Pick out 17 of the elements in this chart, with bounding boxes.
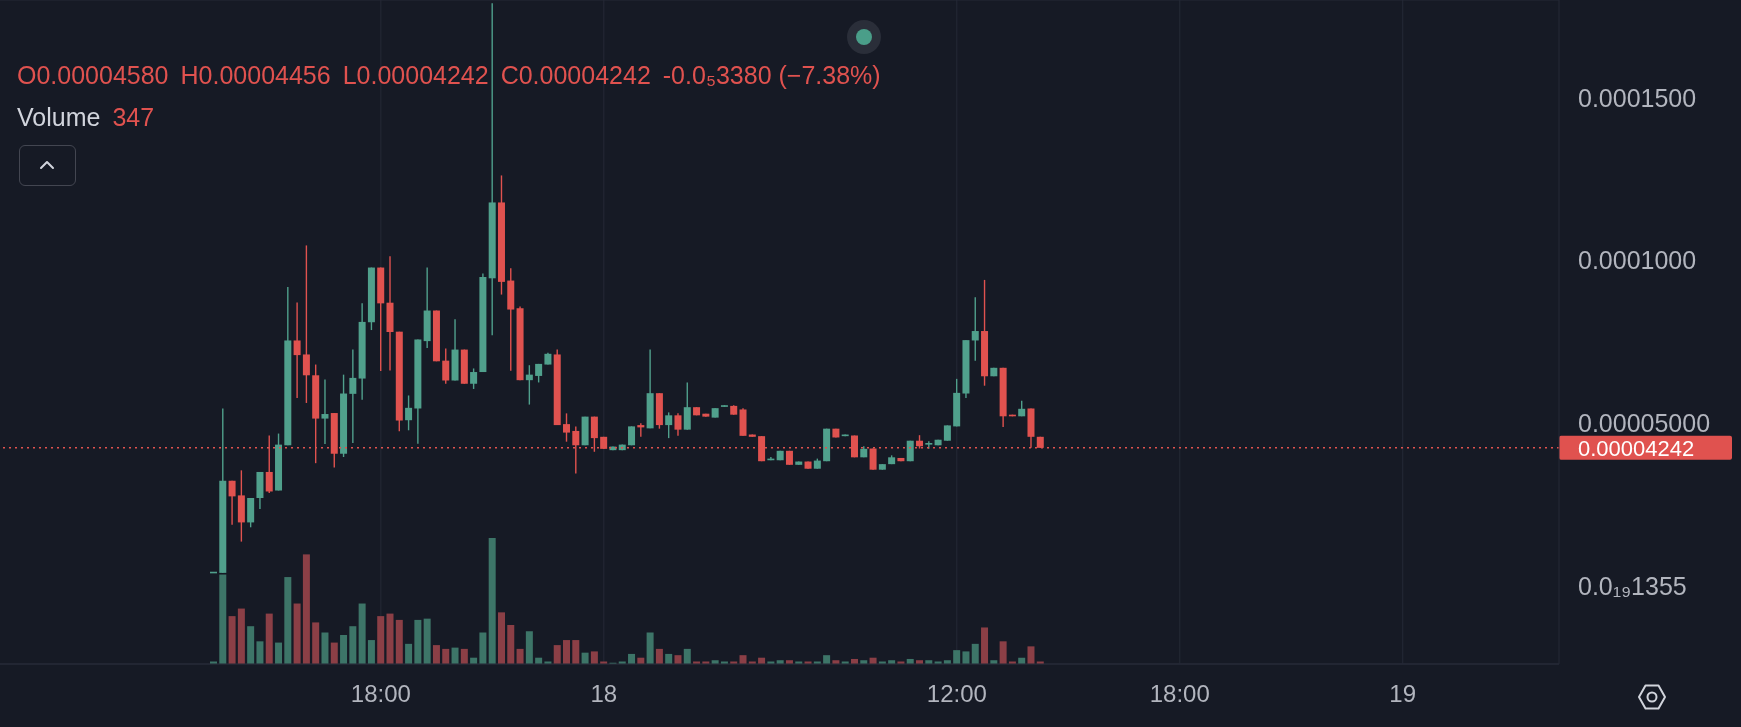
x-tick-label: 18:00 xyxy=(1149,680,1210,708)
annotation: L0.00004242 xyxy=(342,60,489,90)
y-tick-label: 0.0001500 xyxy=(1578,83,1697,112)
x-tick-label: 18 xyxy=(590,680,618,708)
y-tick-label: 0.0001000 xyxy=(1578,246,1697,275)
chart-title: Volume xyxy=(17,102,101,132)
ref-line-label: 0.00004242 xyxy=(1578,435,1695,461)
x-tick-label: 18:00 xyxy=(350,680,411,708)
y-tick-label: 0.00005000 xyxy=(1578,409,1711,438)
y-tick-label: 0.0₁₉1355 xyxy=(1578,571,1687,600)
text: 347 xyxy=(112,102,155,132)
annotation: C0.00004242 xyxy=(500,60,651,90)
text: O0.00004580 xyxy=(17,60,169,90)
annotation: H0.00004456 xyxy=(180,60,331,90)
x-tick-label: 19 xyxy=(1389,680,1417,708)
x-tick-label: 12:00 xyxy=(926,680,987,708)
annotation: -0.0₅3380 (−7.38%) xyxy=(662,60,881,90)
